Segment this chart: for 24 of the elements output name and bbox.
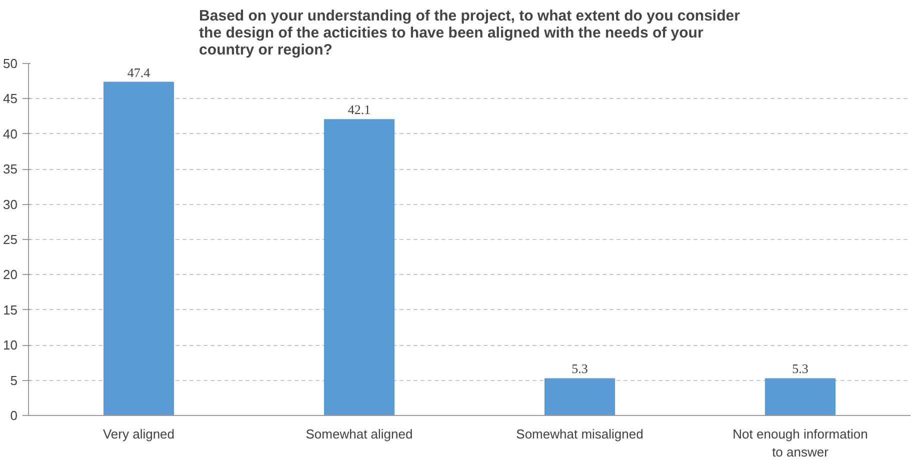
bar — [103, 82, 174, 416]
x-tick-label: Somewhat aligned — [306, 426, 413, 442]
y-tick-label: 5 — [10, 372, 18, 388]
data-label: 5.3 — [572, 361, 588, 376]
data-label: 42.1 — [348, 102, 371, 118]
y-tick-label: 25 — [3, 232, 18, 247]
y-tick-label: 35 — [3, 162, 18, 177]
bar — [324, 119, 395, 416]
y-tick-label: 0 — [10, 408, 18, 423]
x-tick-label: Very aligned — [102, 426, 175, 442]
y-tick-label: 20 — [3, 267, 18, 282]
data-label: 47.4 — [127, 64, 151, 80]
y-tick-label: 50 — [3, 56, 18, 71]
x-tick-label: Somewhat misaligned — [516, 426, 644, 442]
y-tick-label: 40 — [3, 126, 18, 142]
chart-title: Based on your understanding of the project, to what extent do you consider the design of the acticities to have been aligned with the needs of your country or region? — [199, 8, 740, 58]
y-tick-label: 15 — [3, 302, 18, 318]
y-tick-label: 45 — [3, 91, 18, 106]
y-tick-label: 10 — [3, 338, 18, 353]
x-tick-label: Not enough information to answer — [732, 426, 868, 460]
y-tick-label: 30 — [3, 196, 18, 212]
bar — [764, 378, 836, 416]
bar — [544, 378, 616, 416]
data-label: 5.3 — [792, 361, 808, 376]
